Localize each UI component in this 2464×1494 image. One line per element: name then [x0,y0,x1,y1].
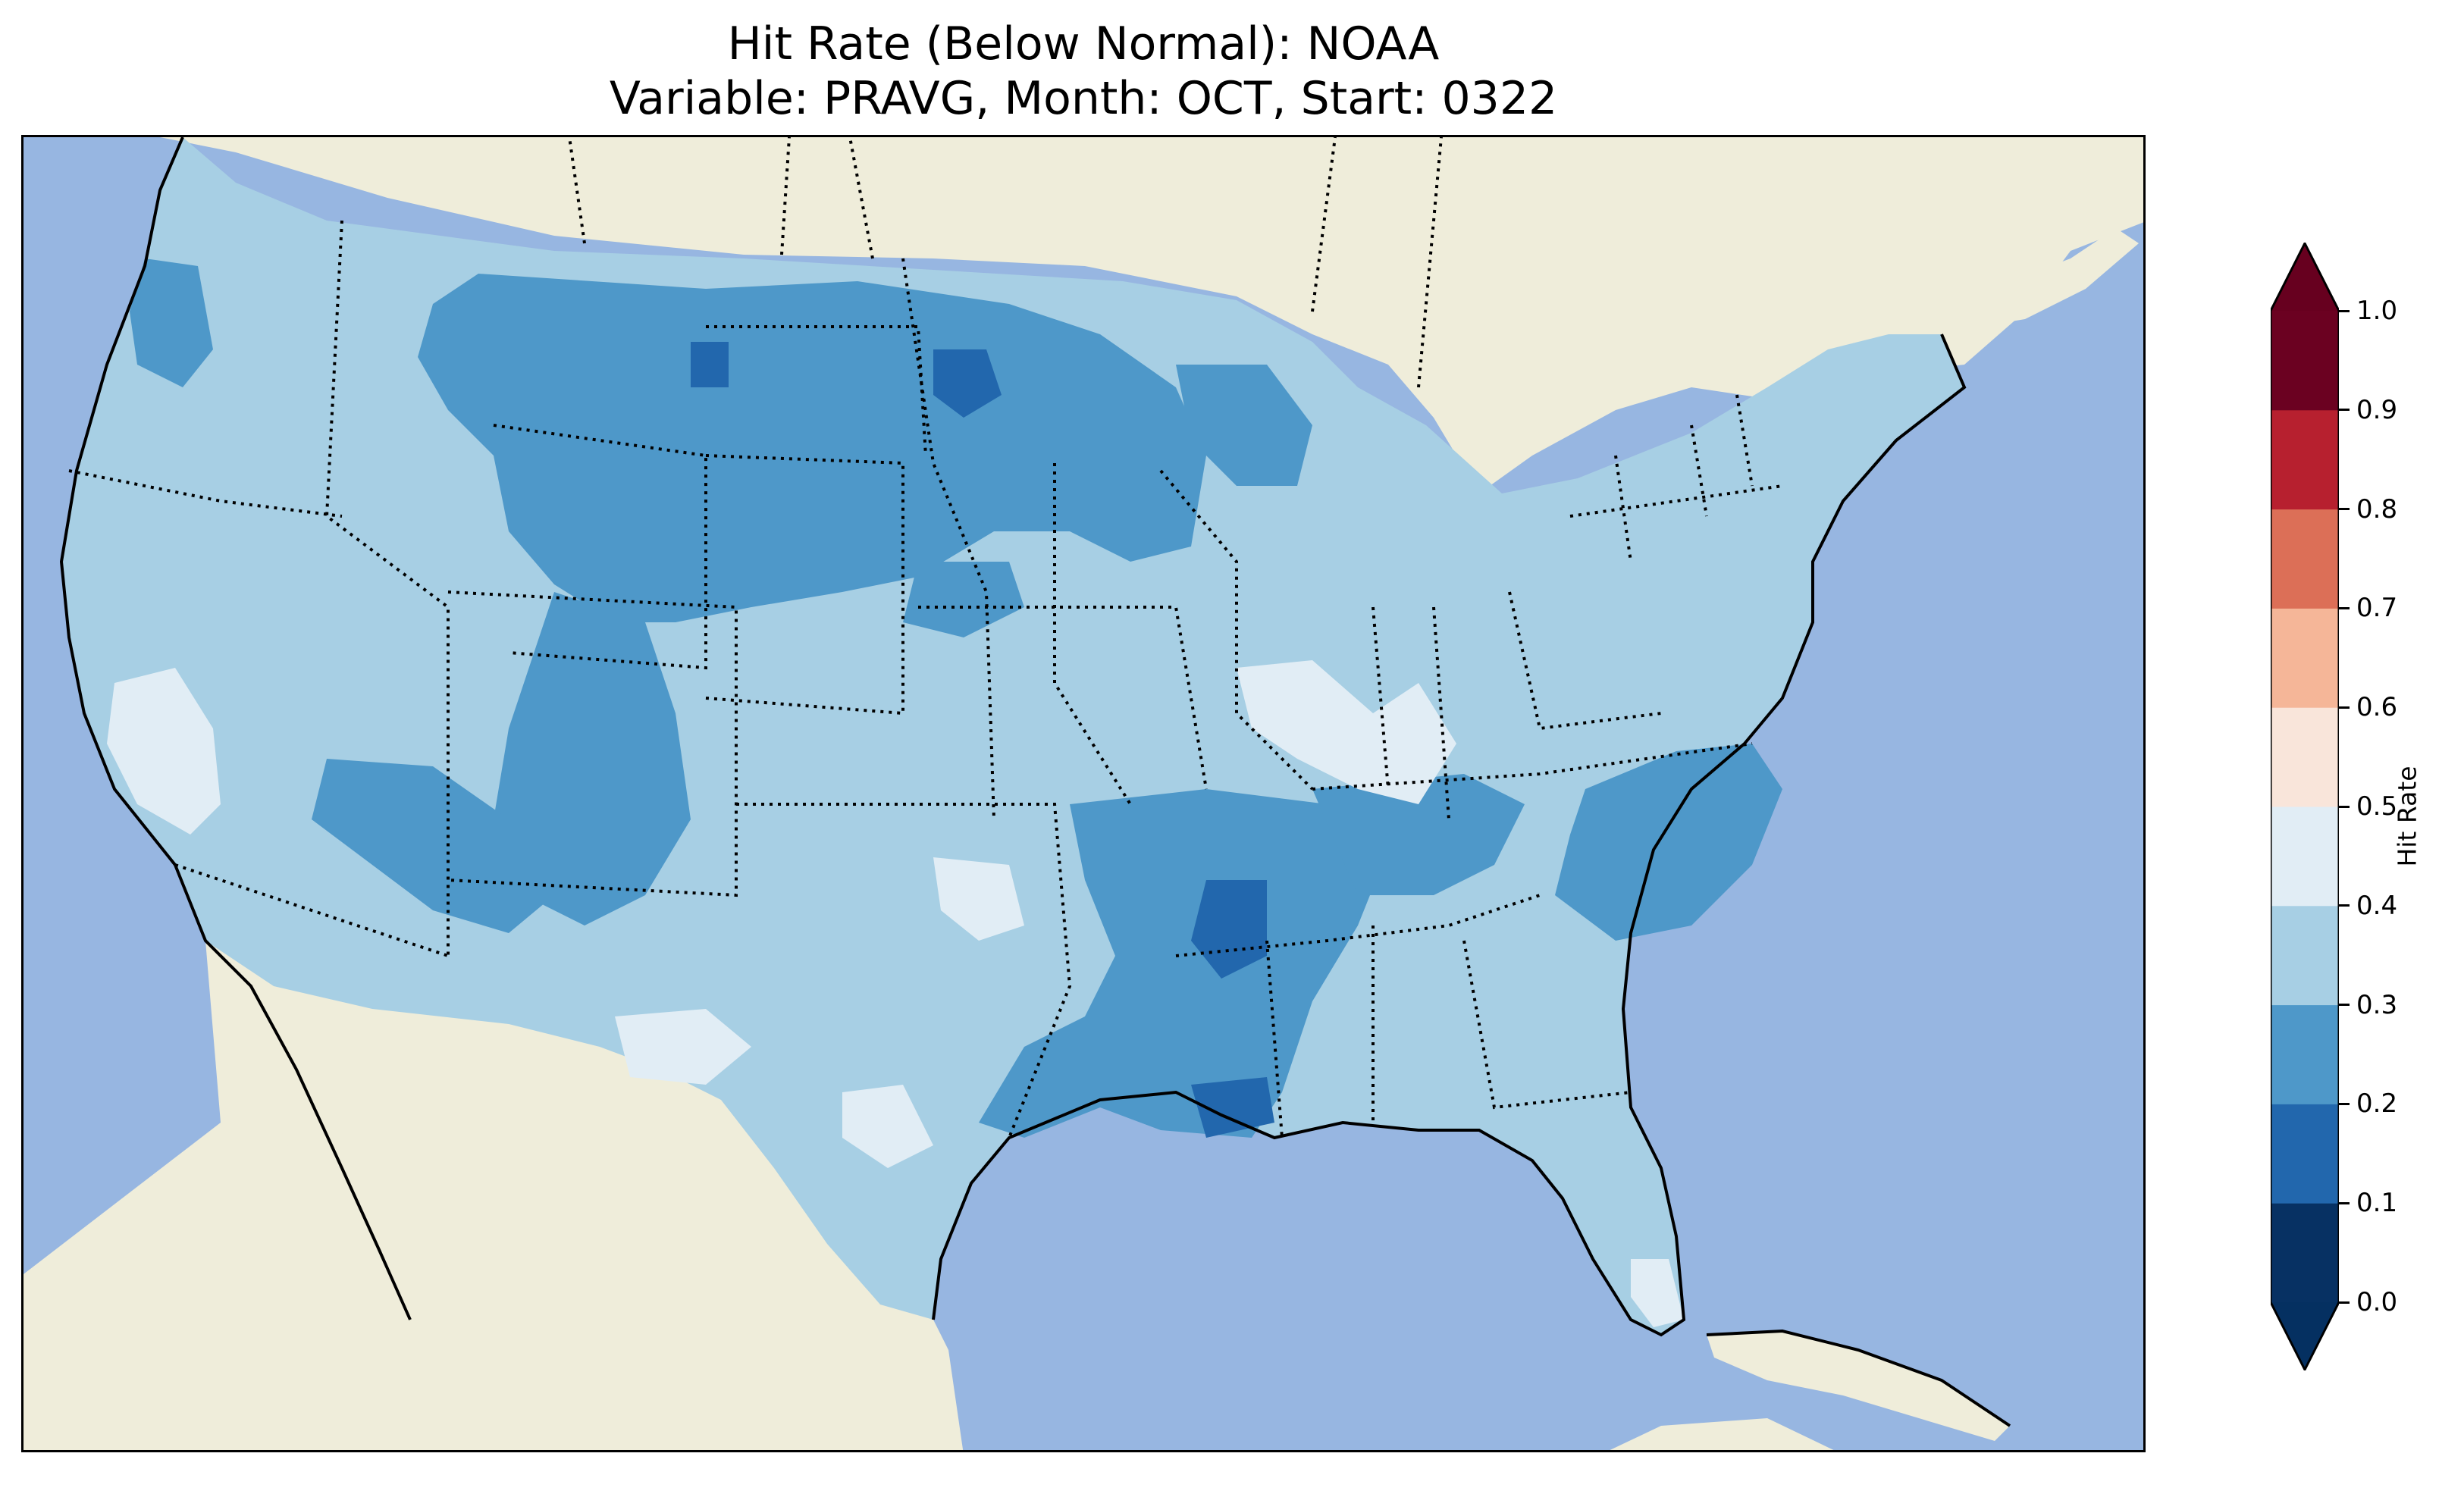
colorbar [2269,240,2340,1373]
region-great-lakes [1176,365,1312,486]
colorbar-tick-label: 1.0 [2356,296,2398,326]
region-nebraska-kansas [903,562,1024,637]
colorbar-tick-mark [2339,805,2350,808]
region-south-florida [1631,1259,1684,1327]
region-pacific-northwest [130,258,213,387]
maritimes-land [1964,228,2139,327]
state-borders [68,137,1783,1139]
region-south-texas [842,1085,933,1168]
colorbar-bin-0.7-0.8 [2271,509,2339,609]
map-panel [21,135,2146,1452]
region-west-texas [615,1009,751,1085]
colorbar-tick-mark [2339,1201,2350,1204]
colorbar-bin-0.2-0.3 [2271,1004,2339,1104]
colorbar-tick-mark [2339,409,2350,412]
colorbar-tick-label: 0.1 [2356,1188,2398,1219]
colorbar-tick-label: 0.4 [2356,890,2398,921]
colorbar-tick-label: 0.2 [2356,1088,2398,1120]
region-illinois-indiana [1237,660,1456,804]
coastlines [59,137,2011,1427]
colorbar-svg [2269,240,2340,1373]
region-louisiana-coast [1191,1077,1274,1138]
colorbar-tick-mark [2339,1004,2350,1007]
colorbar-tick-label: 0.7 [2356,593,2398,624]
colorbar-bin-0.9-1.0 [2271,311,2339,411]
south-land [1610,1418,1834,1450]
colorbar-tick-mark [2339,309,2350,312]
chart-title: Hit Rate (Below Normal): NOAA Variable: … [21,17,2146,126]
region-central-california [107,668,221,835]
colorbar-tick-label: 0.3 [2356,989,2398,1020]
region-lower-mississippi [979,789,1388,1138]
colorbar-label: Hit Rate [2392,766,2422,867]
chart-title-line2: Variable: PRAVG, Month: OCT, Start: 0322 [609,72,1558,125]
region-four-corners [312,759,554,933]
colorbar-extend-low [2271,1302,2339,1370]
colorbar-tick-label: 0.0 [2356,1287,2398,1317]
colorbar-tick-mark [2339,904,2350,907]
colorbar-bin-0.4-0.5 [2271,807,2339,907]
chart-title-line1: Hit Rate (Below Normal): NOAA [727,17,1440,70]
colorbar-tick-mark [2339,1301,2350,1304]
region-colorado-rockies [494,592,691,926]
colorbar-bin-0.5-0.6 [2271,707,2339,807]
colorbar-extend-high [2271,243,2339,311]
colorbar-bin-0.8-0.9 [2271,409,2339,510]
colorbar-tick-mark [2339,1102,2350,1105]
region-tennessee-valley [1312,774,1525,895]
cuba-land [1707,1331,2010,1441]
colorbar-bin-0.6-0.7 [2271,608,2339,708]
baja-land [205,941,418,1358]
colorbar-tick-label: 0.5 [2356,791,2398,822]
colorbar-bin-0.1-0.2 [2271,1104,2339,1204]
region-carolinas [1555,744,1782,941]
colorbar-tick-mark [2339,508,2350,511]
colorbar-bin-0.3-0.4 [2271,905,2339,1006]
colorbar-tick-mark [2339,606,2350,609]
canada-land [160,137,2143,493]
colorbar-tick-label: 0.9 [2356,394,2398,425]
colorbar-bin-0.0-0.1 [2271,1203,2339,1303]
colorbar-tick-mark [2339,706,2350,709]
map-svg [24,137,2143,1450]
colorbar-tick-label: 0.8 [2356,493,2398,525]
region-oklahoma [933,857,1024,941]
region-montana-spot [691,342,729,387]
colorbar-tick-label: 0.6 [2356,692,2398,723]
region-northern-plains [418,274,1206,622]
region-eastern-north-dakota [933,349,1002,418]
